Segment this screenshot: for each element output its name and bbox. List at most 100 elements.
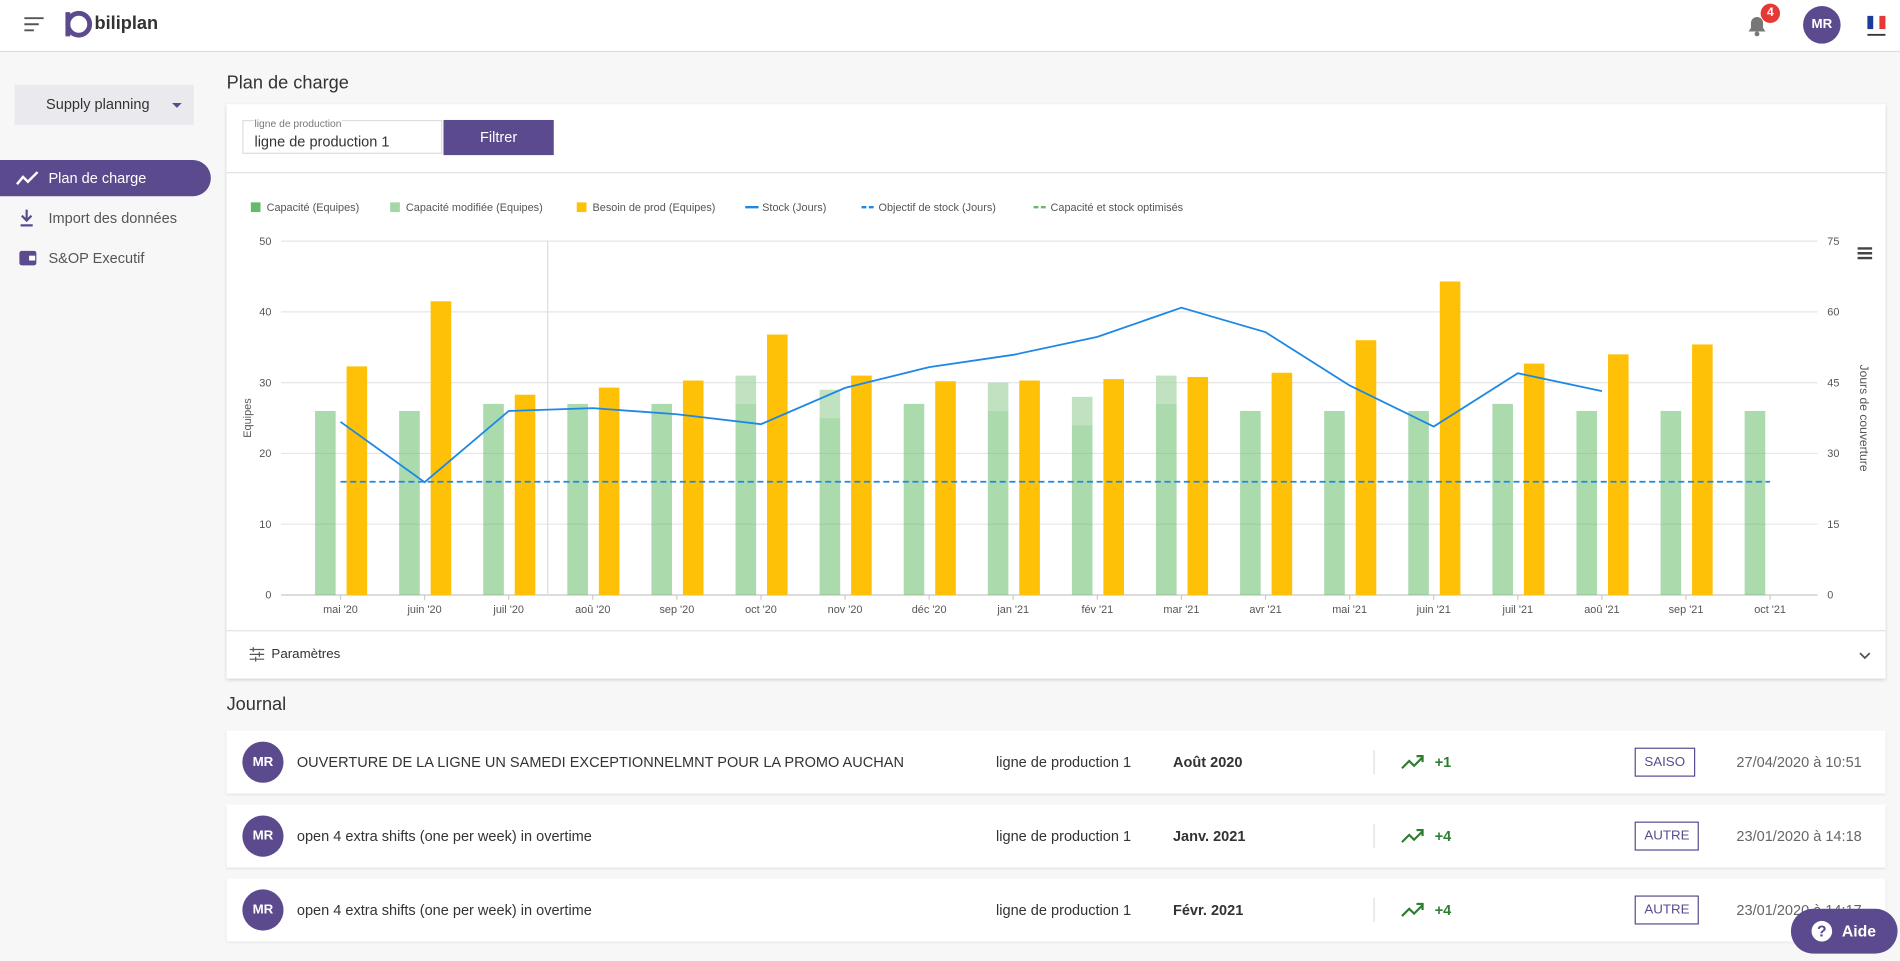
x-tick-label: sep '20 bbox=[659, 604, 694, 616]
bar-capacity bbox=[1576, 410, 1598, 595]
bar-need bbox=[514, 394, 536, 595]
planning-select[interactable]: Supply planning bbox=[14, 84, 194, 125]
row-month: Août 2020 bbox=[1172, 753, 1243, 771]
legend-label: Capacité (Equipes) bbox=[267, 202, 360, 214]
bar-need bbox=[1103, 379, 1125, 595]
bar-capacity bbox=[1492, 403, 1513, 595]
nav-item[interactable]: Plan de charge bbox=[0, 159, 211, 197]
params-bar[interactable]: Paramètres bbox=[226, 630, 1886, 680]
bar-capacity bbox=[903, 403, 925, 595]
chart: 0 10 20 30 40 50 0 15 30 45 60 75 Equipes Jours de co… bbox=[242, 202, 1873, 616]
nav-icon bbox=[19, 250, 37, 266]
y2-tick-label: 60 bbox=[1827, 307, 1839, 319]
y-tick-label: 50 bbox=[259, 236, 271, 248]
bar-capacity-modified bbox=[987, 382, 1009, 411]
bar-capacity-modified bbox=[735, 375, 757, 404]
legend-swatch bbox=[576, 202, 587, 213]
bar-capacity bbox=[1660, 410, 1682, 595]
bar-capacity bbox=[819, 418, 841, 595]
x-tick-label: sep '21 bbox=[1669, 604, 1704, 616]
y-tick-label: 10 bbox=[259, 519, 271, 531]
x-tick-label: juin '20 bbox=[407, 604, 442, 616]
bar-need bbox=[851, 375, 872, 595]
bar-need bbox=[767, 334, 788, 595]
row-avatar: MR bbox=[242, 741, 284, 783]
flag[interactable] bbox=[1867, 15, 1886, 38]
row-delta: +4 bbox=[1434, 901, 1452, 919]
row-text: open 4 extra shifts (one per week) in ov… bbox=[296, 827, 592, 845]
help-label: Aide bbox=[1841, 922, 1876, 941]
journal-row[interactable]: MR open 4 extra shifts (one per week) in … bbox=[226, 878, 1886, 942]
row-delta: +4 bbox=[1434, 827, 1452, 845]
bar-need bbox=[1439, 281, 1461, 595]
x-tick-label: mai '21 bbox=[1332, 604, 1367, 616]
bar-capacity bbox=[987, 410, 1009, 595]
y2-tick-label: 75 bbox=[1827, 236, 1839, 248]
y-tick-label: 20 bbox=[259, 448, 271, 460]
trend-icon bbox=[1373, 897, 1424, 923]
bar-need bbox=[1271, 372, 1293, 595]
chart-menu bbox=[1857, 247, 1873, 260]
bar-need bbox=[598, 387, 620, 595]
bar-need bbox=[1523, 363, 1545, 595]
filter-value: ligne de production 1 bbox=[254, 133, 390, 151]
page-title: Plan de charge bbox=[226, 72, 349, 94]
row-date: 27/04/2020 à 10:51 bbox=[1736, 753, 1862, 771]
bar-capacity-modified bbox=[1155, 375, 1177, 404]
x-tick-label: juin '21 bbox=[1416, 604, 1451, 616]
bar-need bbox=[1692, 344, 1713, 595]
select-value: Supply planning bbox=[46, 95, 150, 113]
row-line: ligne de production 1 bbox=[996, 827, 1132, 845]
bar-capacity bbox=[1155, 403, 1177, 595]
user-avatar[interactable]: MR bbox=[1803, 6, 1841, 44]
header: biliplan 4 MR bbox=[0, 0, 1900, 53]
x-tick-label: mai '20 bbox=[323, 604, 358, 616]
journal-row[interactable]: MR OUVERTURE DE LA LIGNE UN SAMEDI EXCEPT… bbox=[226, 730, 1886, 794]
logo-icon bbox=[65, 10, 93, 38]
journal-title: Journal bbox=[226, 694, 287, 715]
menu-icon[interactable] bbox=[24, 16, 46, 33]
bar-capacity bbox=[651, 403, 673, 595]
bar-need bbox=[682, 380, 704, 595]
bar-need bbox=[935, 381, 956, 595]
x-tick-label: nov '20 bbox=[828, 604, 863, 616]
x-tick-label: oct '20 bbox=[745, 604, 777, 616]
bar-capacity bbox=[1240, 410, 1261, 595]
y2-tick-label: 45 bbox=[1827, 377, 1839, 389]
row-date: 23/01/2020 à 14:18 bbox=[1736, 827, 1862, 845]
filter-button[interactable]: Filtrer bbox=[443, 119, 554, 156]
row-month: Févr. 2021 bbox=[1172, 901, 1244, 919]
y2-tick-label: 30 bbox=[1827, 448, 1839, 460]
x-tick-label: juil '21 bbox=[1502, 604, 1534, 616]
legend-swatch bbox=[250, 202, 261, 213]
y2-tick-label: 0 bbox=[1827, 590, 1833, 602]
x-tick-label: jan '21 bbox=[996, 604, 1029, 616]
y2-axis-label: Jours de couverture bbox=[1857, 365, 1871, 472]
logo: biliplan bbox=[94, 13, 159, 34]
bar-capacity bbox=[1408, 410, 1429, 595]
row-text: open 4 extra shifts (one per week) in ov… bbox=[296, 901, 592, 919]
bar-capacity bbox=[1324, 410, 1345, 595]
help-button[interactable]: ? Aide bbox=[1790, 908, 1898, 954]
row-avatar: MR bbox=[242, 889, 284, 931]
row-month: Janv. 2021 bbox=[1172, 827, 1246, 845]
filter-input[interactable]: ligne de production ligne de production … bbox=[242, 117, 443, 154]
bar-capacity bbox=[1071, 425, 1093, 595]
y-axis-label: Equipes bbox=[242, 398, 254, 438]
divider bbox=[226, 172, 1886, 174]
filter-label: ligne de production bbox=[254, 117, 342, 130]
x-tick-label: oct '21 bbox=[1754, 604, 1786, 616]
bar-need bbox=[1607, 354, 1629, 595]
journal-row[interactable]: MR open 4 extra shifts (one per week) in … bbox=[226, 804, 1886, 868]
nav-icon bbox=[20, 209, 33, 227]
nav-item[interactable]: S&OP Executif bbox=[48, 249, 145, 267]
bar-need bbox=[346, 366, 368, 595]
row-tag: AUTRE bbox=[1634, 895, 1700, 925]
trend-icon bbox=[1373, 823, 1424, 849]
y2-tick-label: 15 bbox=[1827, 519, 1839, 531]
bar-capacity bbox=[1744, 410, 1766, 595]
bell[interactable] bbox=[1745, 12, 1769, 39]
nav-item[interactable]: Import des données bbox=[48, 209, 178, 227]
x-tick-label: juil '20 bbox=[492, 604, 524, 616]
x-tick-label: déc '20 bbox=[912, 604, 947, 616]
